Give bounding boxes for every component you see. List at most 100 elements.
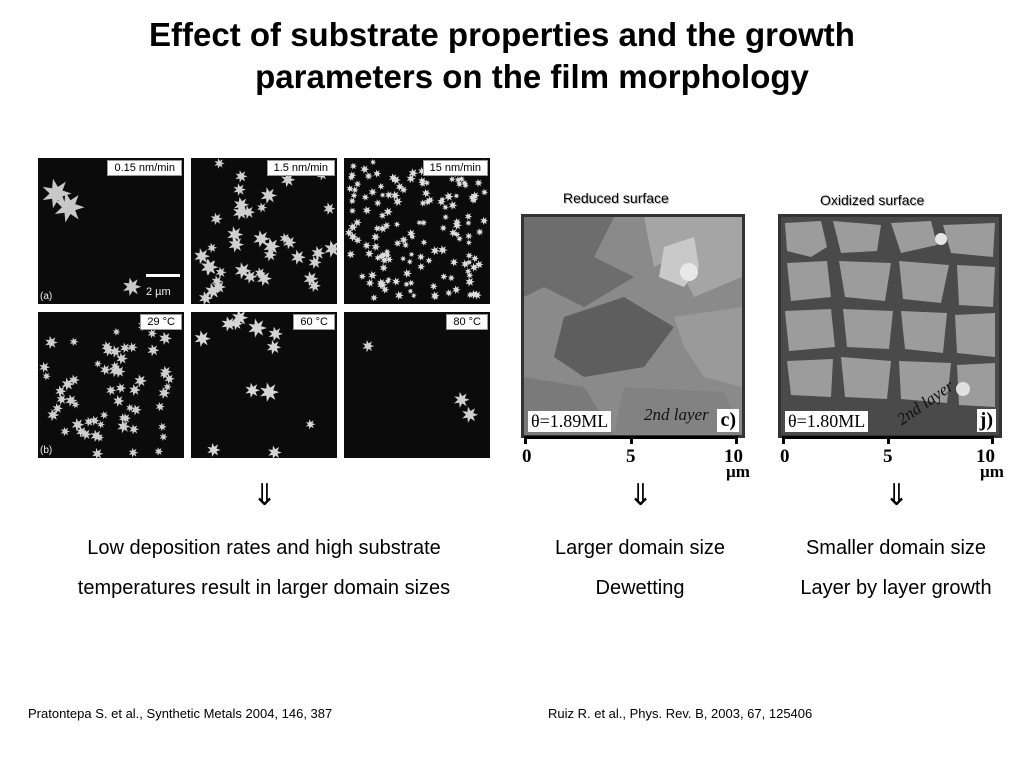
coverage-label: θ=1.80ML [785, 411, 869, 432]
afm-island [449, 228, 458, 238]
afm-island [377, 182, 385, 190]
afm-island [94, 359, 102, 368]
afm-island [214, 158, 225, 169]
afm-island [444, 191, 454, 202]
afm-island [351, 186, 359, 194]
afm-island [406, 258, 413, 265]
slide-title: Effect of substrate properties and the g… [0, 14, 1024, 98]
caption-oxidized: Smaller domain size Layer by layer growt… [778, 528, 1014, 608]
tick-label: 10 [976, 446, 995, 467]
afm-island [127, 342, 138, 353]
afm-island [308, 255, 322, 270]
afm-island [368, 187, 378, 197]
afm-island [56, 393, 68, 405]
afm-island [257, 270, 273, 287]
tick-label: 5 [626, 446, 636, 467]
afm-island [465, 277, 475, 287]
afm-island [465, 232, 473, 240]
afm-island [449, 175, 456, 183]
afm-island [422, 188, 431, 198]
reference-right: Ruiz R. et al., Phys. Rev. B, 2003, 67, … [548, 706, 813, 721]
afm-island [461, 259, 470, 269]
afm-island [373, 224, 382, 233]
afm-island [120, 342, 131, 354]
afm-island [348, 222, 358, 232]
afm-island [430, 246, 440, 256]
afm-island [80, 428, 92, 441]
afm-island [364, 171, 373, 181]
caption-afm-line-1: Low deposition rates and high substrate [87, 537, 441, 559]
caption-afm-line-2: temperatures result in larger domain siz… [77, 577, 451, 599]
afm-island [54, 192, 85, 223]
afm-island [234, 197, 250, 213]
afm-island [113, 365, 126, 378]
axis-tick [887, 436, 890, 444]
afm-island [234, 262, 252, 280]
afm-island [384, 278, 392, 285]
afm-island [470, 197, 477, 204]
afm-island [60, 426, 70, 437]
afm-island [362, 206, 372, 215]
afm-island [281, 172, 296, 188]
afm-island [417, 252, 426, 261]
afm-island [194, 248, 211, 265]
afm-island [430, 282, 438, 291]
down-arrow-icon: ⇓ [884, 478, 910, 513]
afm-island [263, 237, 281, 255]
afm-island [109, 345, 122, 358]
afm-island [466, 291, 474, 299]
rate-label: 15 nm/min [422, 160, 488, 176]
afm-island [71, 418, 85, 432]
afm-island [419, 179, 427, 188]
afm-island [154, 447, 164, 456]
afm-island [243, 269, 258, 284]
axis-unit: µm [726, 462, 750, 481]
afm-island [454, 231, 461, 238]
afm-island [406, 174, 416, 184]
afm-image-rate-low: 0.15 nm/min 2 µm (a) [38, 158, 184, 304]
tick-label: 5 [883, 446, 893, 467]
afm-island [371, 232, 381, 242]
afm-texture [39, 319, 175, 458]
afm-island [392, 277, 401, 286]
afm-island [373, 169, 382, 178]
afm-island [42, 178, 72, 209]
afm-island [371, 242, 381, 252]
afm-island [106, 385, 117, 396]
afm-island [380, 251, 388, 259]
afm-island [115, 382, 127, 394]
afm-island [101, 341, 113, 353]
afm-island [241, 205, 256, 220]
afm-island [84, 416, 95, 427]
afm-island [416, 219, 423, 226]
afm-island [399, 235, 409, 245]
afm-island [61, 377, 75, 391]
afm-island [158, 387, 171, 399]
afm-island [346, 250, 356, 259]
afm-island [358, 272, 367, 281]
panel-label-j: j) [976, 409, 996, 432]
title-line-2: parameters on the film morphology [255, 58, 809, 95]
afm-island [117, 419, 131, 434]
afm-island [266, 339, 282, 355]
afm-island [476, 228, 484, 236]
afm-island [100, 364, 112, 376]
afm-island [147, 328, 158, 339]
afm-island [424, 197, 432, 206]
afm-island [390, 190, 400, 201]
afm-texture [42, 178, 142, 297]
afm-island [113, 395, 125, 407]
afm-image-temp-low: 29 °C (b) [38, 312, 184, 458]
rate-label: 1.5 nm/min [266, 160, 335, 176]
afm-island [442, 213, 450, 221]
afm-island [230, 317, 243, 331]
afm-island [382, 221, 391, 230]
afm-island [466, 259, 473, 266]
caption-oxidized-line-2: Layer by layer growth [800, 577, 992, 599]
afm-island [439, 224, 447, 232]
afm-island [448, 200, 458, 210]
afm-island [110, 361, 120, 371]
afm-island [395, 290, 404, 300]
afm-island [425, 257, 433, 265]
afm-island [379, 192, 386, 199]
